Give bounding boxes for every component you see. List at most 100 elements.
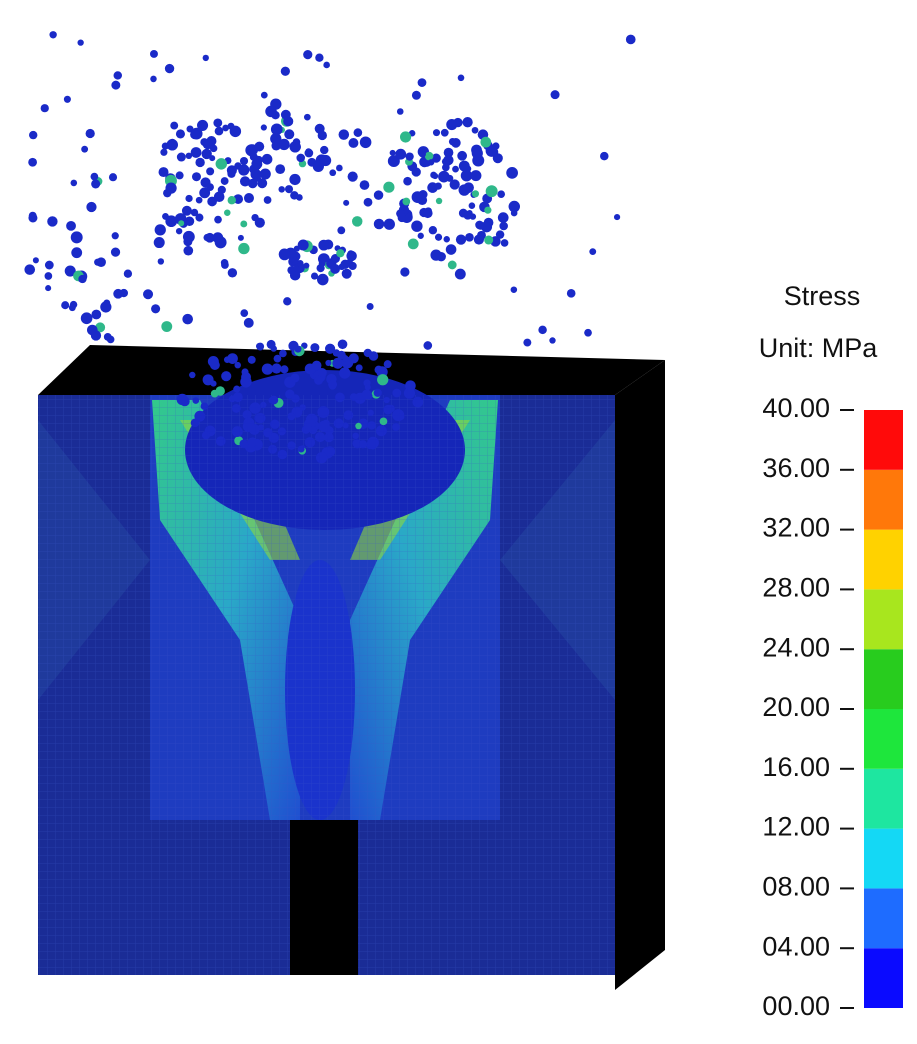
stem bbox=[290, 820, 358, 975]
particle bbox=[291, 257, 299, 265]
particle bbox=[240, 220, 248, 228]
particle bbox=[347, 171, 358, 182]
particle bbox=[468, 202, 476, 209]
particle bbox=[625, 34, 636, 45]
particle bbox=[195, 196, 203, 204]
particle bbox=[47, 216, 58, 227]
particle bbox=[335, 392, 345, 403]
simulation-block bbox=[24, 31, 665, 990]
block-side bbox=[615, 360, 665, 990]
particle bbox=[336, 164, 343, 172]
block-top bbox=[38, 345, 665, 395]
particle bbox=[339, 367, 351, 379]
particle bbox=[472, 154, 485, 167]
particle bbox=[265, 105, 277, 118]
legend: Stress Unit: MPa 00.00 04.00 08.00 12.00 16.… bbox=[759, 281, 903, 1021]
particle bbox=[485, 185, 498, 198]
particle bbox=[315, 452, 328, 464]
particle bbox=[71, 247, 83, 259]
particle bbox=[158, 167, 169, 178]
particle bbox=[492, 153, 503, 164]
particle bbox=[239, 156, 249, 166]
particle bbox=[483, 217, 494, 228]
particle bbox=[389, 149, 396, 156]
particle bbox=[263, 196, 272, 204]
particle bbox=[175, 227, 183, 235]
particle bbox=[284, 129, 295, 140]
particle bbox=[379, 417, 388, 426]
particle bbox=[190, 208, 199, 217]
particle bbox=[95, 322, 106, 333]
particle bbox=[271, 363, 282, 374]
particle bbox=[209, 144, 218, 153]
particle bbox=[424, 151, 434, 161]
tick-label: 28.00 bbox=[762, 573, 830, 603]
particle bbox=[405, 388, 413, 396]
particle bbox=[400, 131, 412, 143]
particle bbox=[273, 354, 282, 363]
particle bbox=[318, 259, 326, 267]
particle bbox=[80, 312, 93, 325]
particle bbox=[277, 449, 288, 460]
particle bbox=[64, 265, 76, 277]
particle bbox=[458, 160, 470, 172]
particle bbox=[323, 61, 330, 69]
particle bbox=[310, 343, 320, 353]
particle bbox=[212, 232, 224, 244]
particle bbox=[197, 119, 209, 131]
particle bbox=[332, 357, 344, 369]
particle bbox=[422, 208, 433, 219]
particle bbox=[161, 142, 169, 150]
particle bbox=[431, 153, 441, 163]
particle bbox=[485, 145, 498, 157]
particle bbox=[268, 397, 275, 404]
particle bbox=[428, 226, 438, 235]
particle bbox=[317, 406, 330, 418]
particle bbox=[61, 301, 70, 310]
particle bbox=[453, 117, 463, 128]
particle bbox=[411, 90, 421, 100]
colorbar-segment bbox=[864, 589, 903, 650]
particle bbox=[224, 209, 231, 216]
particle bbox=[383, 360, 392, 369]
particle bbox=[383, 218, 395, 230]
particle bbox=[232, 392, 243, 403]
particle bbox=[432, 129, 441, 137]
particle bbox=[454, 268, 466, 280]
particle bbox=[161, 321, 173, 332]
particle bbox=[28, 211, 37, 220]
particle bbox=[367, 409, 374, 417]
particle bbox=[252, 159, 263, 170]
particle bbox=[303, 113, 311, 121]
particle bbox=[77, 39, 84, 46]
particle bbox=[182, 230, 195, 243]
particle bbox=[374, 365, 383, 374]
particle bbox=[24, 264, 36, 275]
particle bbox=[471, 126, 479, 134]
particle bbox=[451, 138, 461, 148]
particle bbox=[346, 258, 353, 265]
particle bbox=[387, 155, 400, 168]
particle bbox=[297, 239, 309, 251]
particle bbox=[233, 385, 241, 393]
particle bbox=[204, 232, 215, 243]
particle bbox=[600, 151, 609, 161]
particle bbox=[280, 66, 290, 76]
particle bbox=[373, 388, 382, 397]
particle bbox=[364, 384, 371, 391]
particle bbox=[153, 237, 165, 249]
particle bbox=[352, 432, 359, 440]
particle bbox=[195, 213, 204, 222]
particle bbox=[255, 412, 266, 424]
particle bbox=[290, 191, 299, 200]
particle bbox=[242, 420, 255, 433]
particle bbox=[227, 353, 238, 364]
particle bbox=[191, 172, 201, 182]
particle bbox=[238, 242, 250, 255]
particle bbox=[613, 213, 621, 221]
particle bbox=[358, 440, 368, 449]
particle bbox=[231, 426, 243, 437]
particle bbox=[471, 190, 480, 198]
colorbar-segment bbox=[864, 649, 903, 709]
particle bbox=[423, 341, 433, 350]
